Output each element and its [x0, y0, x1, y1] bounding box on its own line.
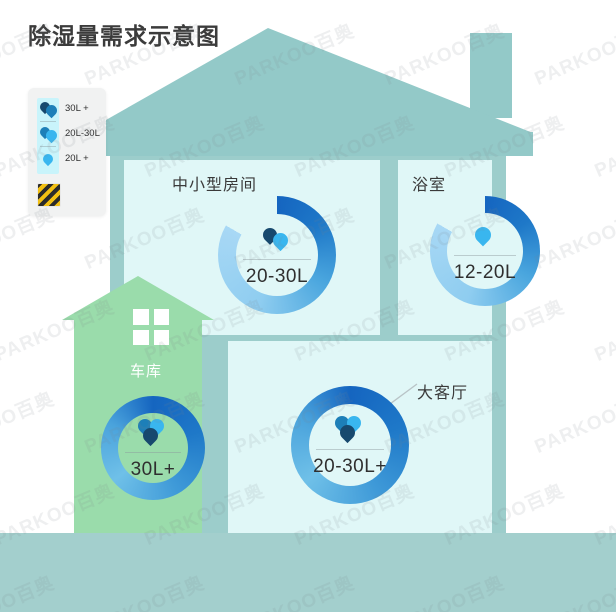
legend-item-0[interactable]: 30L +: [37, 96, 89, 121]
page-title: 除湿量需求示意图: [28, 23, 220, 49]
water-drop-icon: [471, 223, 495, 247]
water-drop-icon: [37, 148, 59, 170]
water-drop-icon: [40, 151, 56, 166]
donut-chart-garage: 30L+: [101, 396, 205, 500]
watermark-text: PARKOO百奥: [591, 112, 616, 183]
watermark-text: PARKOO百奥: [531, 388, 616, 459]
donut-center: 30L+: [118, 413, 188, 483]
donut-value-label: 12-20L: [453, 262, 517, 283]
roof-triangle: [83, 28, 533, 133]
legend-item-label: 20L-30L: [65, 128, 100, 139]
donut-value-label: 30L+: [130, 459, 176, 480]
donut-chart-small-medium: 20-30L: [218, 196, 336, 314]
donut-separator: [125, 452, 181, 453]
donut-value-label: 20-30L+: [313, 456, 387, 477]
legend-divider: [40, 121, 56, 122]
window-icon: [133, 309, 169, 345]
donut-separator: [243, 259, 311, 260]
watermark-text: PARKOO百奥: [591, 296, 616, 367]
ground-strip: [0, 533, 616, 612]
room-label-garage: 车库: [130, 363, 163, 380]
donut-center: 12-20L: [447, 213, 523, 289]
legend-item-label: 30L +: [65, 103, 89, 114]
legend-divider: [40, 146, 56, 147]
room-label-living: 大客厅: [417, 385, 469, 402]
water-drop-icon: [37, 123, 60, 145]
drop-cluster: [447, 220, 523, 250]
legend-panel: 30L + 20L-30L 20L +: [28, 88, 106, 216]
donut-chart-living: 20-30L+: [291, 386, 409, 504]
drop-cluster: [309, 413, 391, 444]
watermark-text: PARKOO百奥: [531, 20, 616, 91]
donut-center: 20-30L: [236, 214, 318, 296]
roof-eave: [83, 132, 533, 156]
room-label-small-medium: 中小型房间: [172, 177, 258, 194]
watermark-text: PARKOO百奥: [531, 204, 616, 275]
hazard-stripe-swatch[interactable]: [37, 183, 61, 207]
legend-item-2[interactable]: 20L +: [37, 146, 89, 171]
donut-center: 20-30L+: [309, 404, 391, 486]
donut-chart-bathroom: 12-20L: [430, 196, 540, 306]
donut-value-label: 20-30L: [245, 266, 309, 287]
legend-item-label: 20L +: [65, 153, 89, 164]
donut-separator: [454, 255, 516, 256]
watermark-text: PARKOO百奥: [0, 388, 58, 459]
drop-cluster: [118, 416, 188, 447]
legend-item-1[interactable]: 20L-30L: [37, 121, 100, 146]
room-label-bathroom: 浴室: [412, 177, 447, 194]
donut-separator: [316, 449, 384, 450]
water-drop-icon: [37, 98, 60, 120]
drop-cluster: [236, 224, 318, 254]
